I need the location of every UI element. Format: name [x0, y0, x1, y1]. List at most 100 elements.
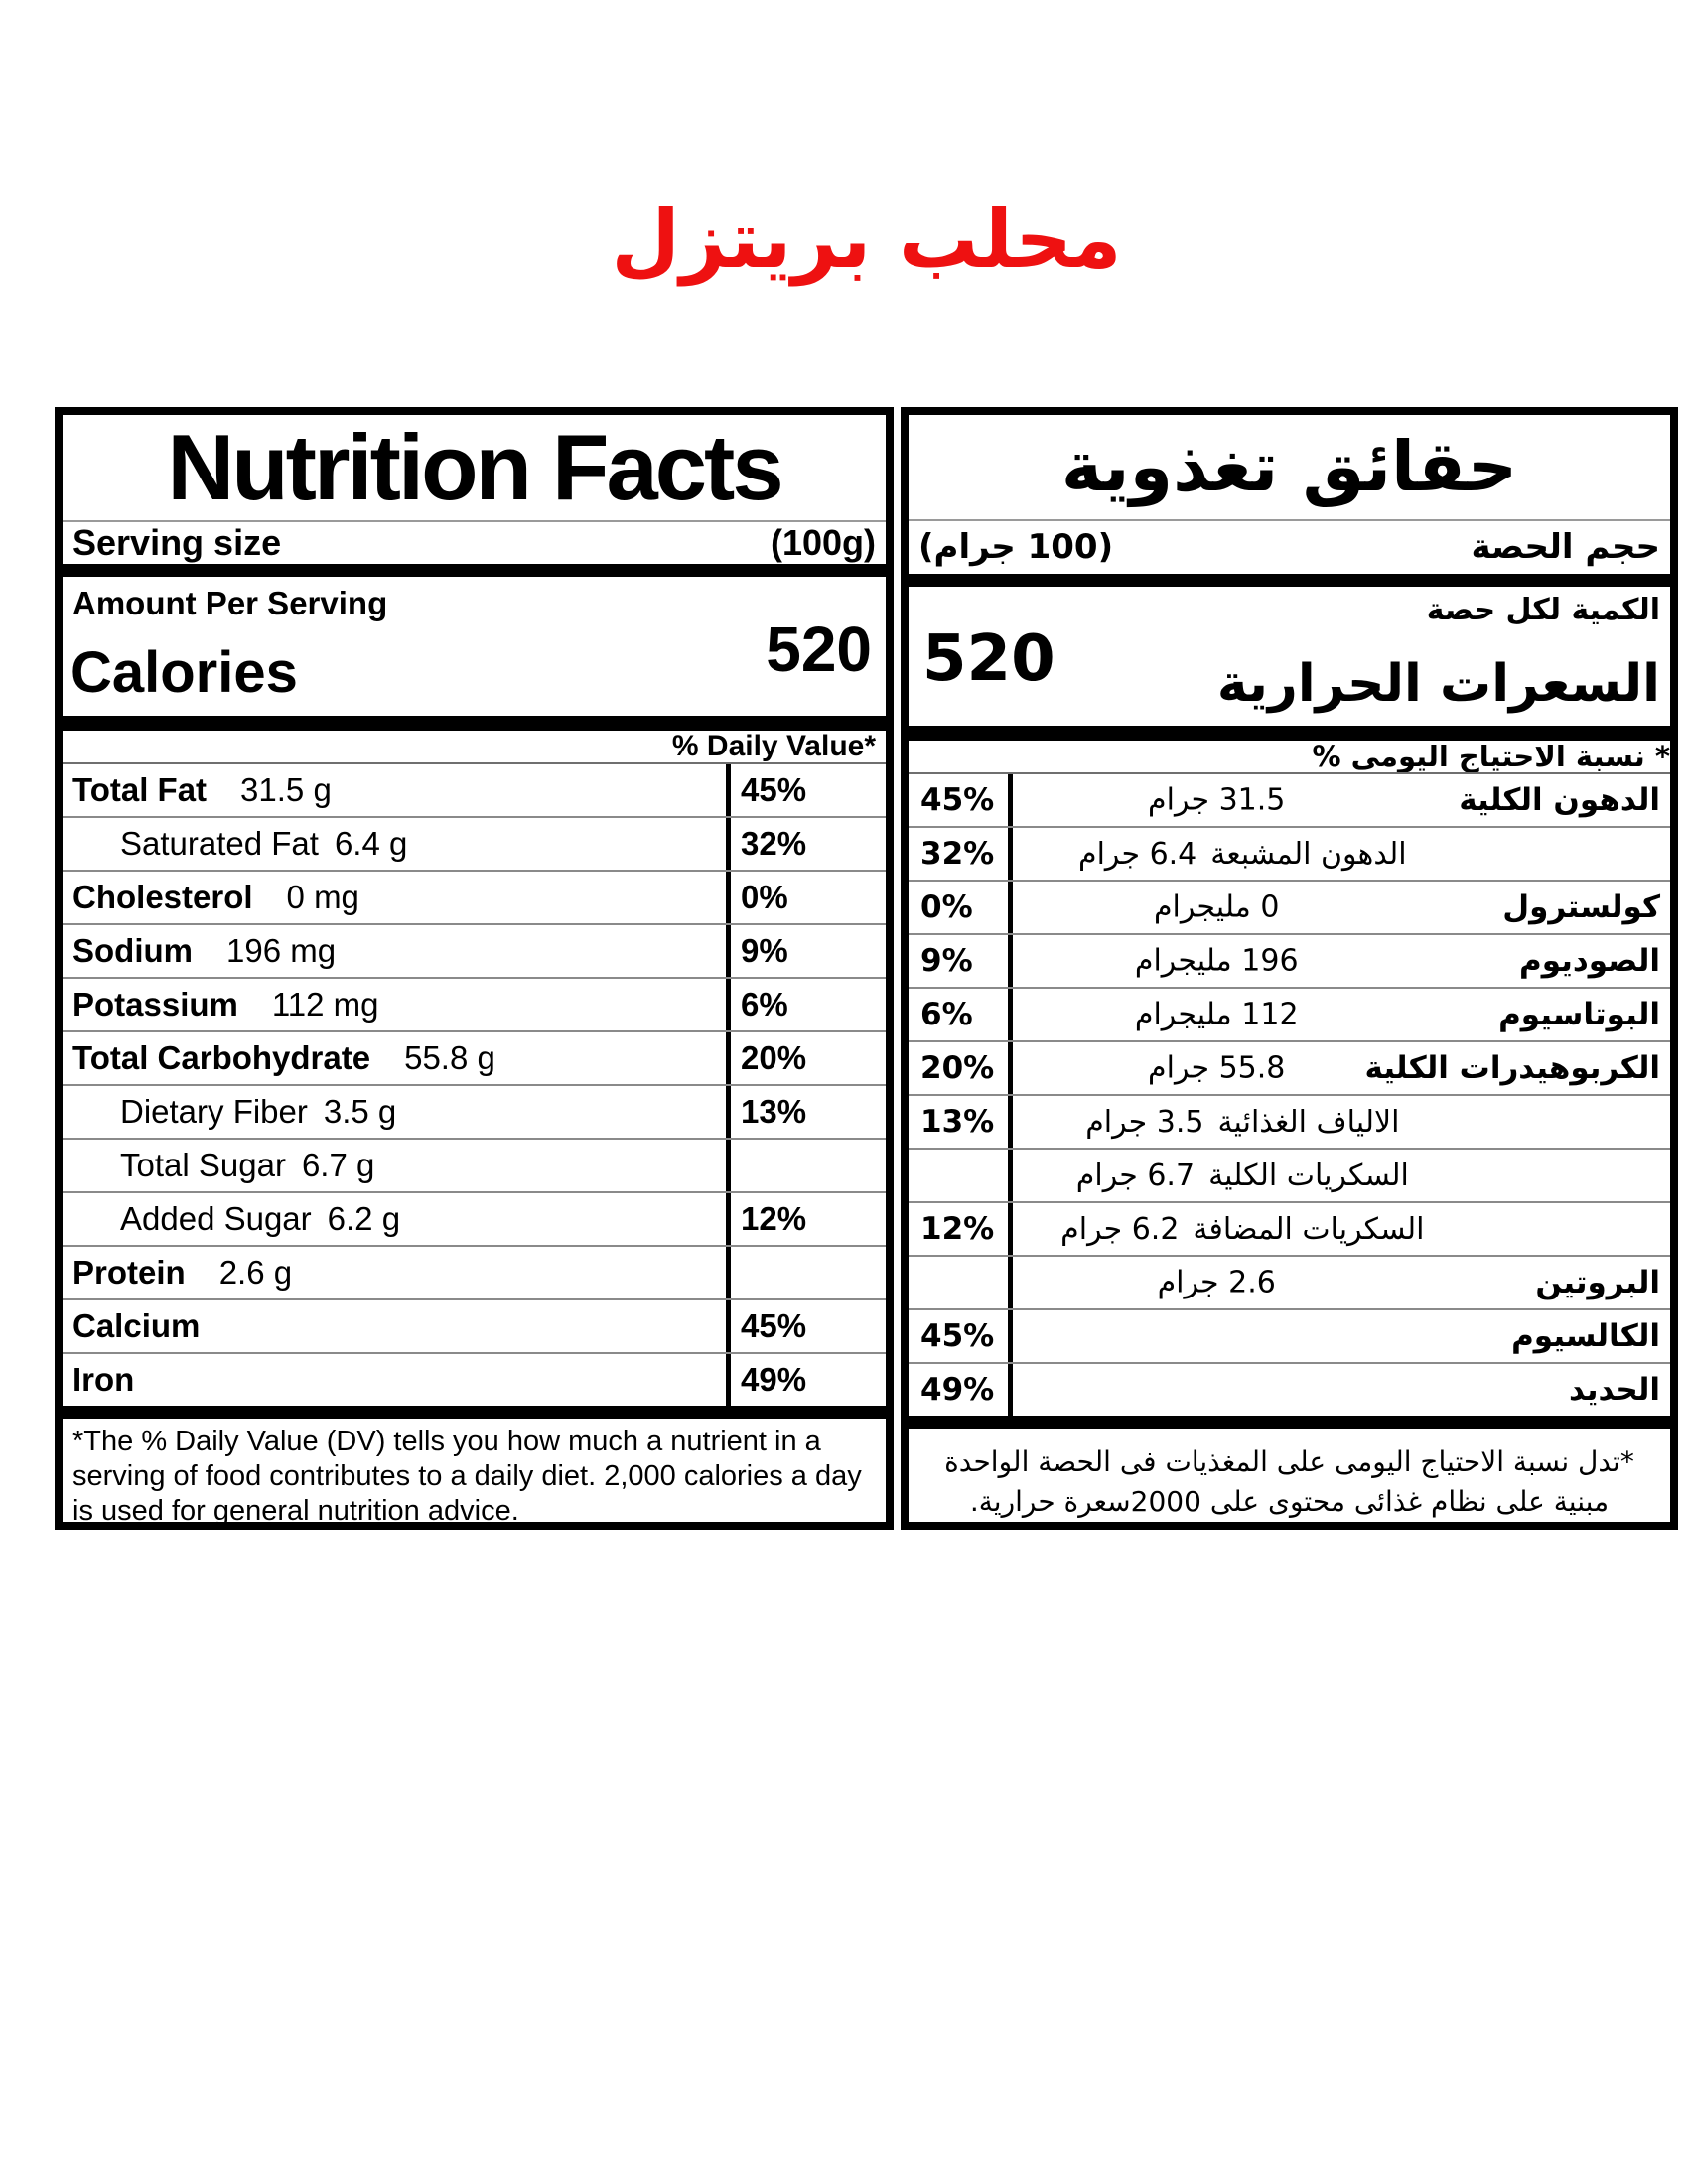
nutrient-label: الصوديوم: [1519, 943, 1660, 979]
nutrient-daily-value: 13%: [726, 1086, 886, 1138]
nutrient-table-arabic: الدهون الكلية 31.5 جرام 45% الدهون المشبع…: [909, 772, 1670, 1416]
amount-per-serving-label: الكمية لكل حصة: [1426, 593, 1660, 627]
nutrient-daily-value: 9%: [726, 925, 886, 977]
nutrient-label: Sodium: [72, 932, 193, 969]
row-saturated-fat: الدهون المشبعة 6.4 جرام 32%: [909, 826, 1670, 880]
row-dietary-fiber: Dietary Fiber 3.5 g 13%: [63, 1084, 886, 1138]
serving-size-row-arabic: حجم الحصة (100 جرام): [909, 521, 1670, 574]
nutrient-amount: 112 mg: [271, 986, 379, 1023]
row-iron: الحديد 49%: [909, 1362, 1670, 1416]
row-sodium: الصوديوم 196 مليجرام 9%: [909, 933, 1670, 987]
row-protein: البروتين 2.6 جرام: [909, 1255, 1670, 1308]
nutrient-label: Potassium: [72, 986, 238, 1023]
calories-value: 520: [922, 622, 1055, 696]
row-cholesterol: Cholesterol 0 mg 0%: [63, 870, 886, 923]
nutrient-label: السكريات المضافة: [1193, 1211, 1425, 1247]
nutrient-label: البروتين: [1535, 1265, 1660, 1300]
nutrient-label: الكالسيوم: [1511, 1318, 1660, 1354]
nutrient-amount: 6.7 جرام: [1075, 1158, 1196, 1193]
nutrient-label: Cholesterol: [72, 879, 253, 915]
nutrient-label: Total Fat: [72, 771, 208, 808]
nutrient-daily-value: 45%: [909, 1310, 1013, 1362]
nutrient-daily-value: 49%: [726, 1354, 886, 1406]
serving-size-value: (100 جرام): [918, 527, 1114, 568]
nutrient-daily-value: 20%: [726, 1032, 886, 1084]
nutrient-table-english: Total Fat 31.5 g 45% Saturated Fat 6.4 g 3…: [63, 762, 886, 1406]
nutrient-label: الحديد: [1568, 1372, 1660, 1408]
nutrient-daily-value: 0%: [726, 872, 886, 923]
nutrition-label: Nutrition Facts Serving size (100g) Amou…: [55, 407, 1678, 1530]
row-total-sugar: السكريات الكلية 6.7 جرام: [909, 1148, 1670, 1201]
footnote-english: *The % Daily Value (DV) tells you how mu…: [72, 1426, 862, 1527]
nutrient-amount: 3.5 g: [323, 1093, 397, 1130]
row-total-carbohydrate: Total Carbohydrate 55.8 g 20%: [63, 1030, 886, 1084]
nutrient-daily-value: 0%: [909, 882, 1013, 933]
nutrient-amount: 112 مليجرام: [1134, 997, 1299, 1032]
nutrient-daily-value: 6%: [909, 989, 1013, 1040]
nutrient-amount: 6.2 g: [327, 1200, 401, 1237]
nutrient-daily-value: [909, 1257, 1013, 1308]
row-total-fat: الدهون الكلية 31.5 جرام 45%: [909, 774, 1670, 826]
panel-title-arabic: حقائق تغذوية: [909, 415, 1670, 521]
nutrient-amount: 2.6 g: [218, 1254, 293, 1291]
calories-label: السعرات الحرارية: [1216, 654, 1660, 714]
nutrition-panel-english: Nutrition Facts Serving size (100g) Amou…: [55, 407, 894, 1530]
nutrient-daily-value: 12%: [909, 1203, 1013, 1255]
row-cholesterol: كولسترول 0 مليجرام 0%: [909, 880, 1670, 933]
nutrient-amount: 196 mg: [226, 932, 337, 969]
nutrient-daily-value: 32%: [909, 828, 1013, 880]
nutrient-amount: 0 مليجرام: [1153, 889, 1280, 925]
serving-size-value: (100g): [770, 522, 876, 563]
nutrient-daily-value: 45%: [726, 1300, 886, 1352]
amount-per-serving-label: Amount Per Serving: [72, 585, 388, 621]
footnote-arabic: *تدل نسبة الاحتياج اليومى على المغذيات ف…: [944, 1445, 1634, 1518]
nutrient-daily-value: 45%: [909, 774, 1013, 826]
nutrient-label: Total Sugar: [120, 1147, 286, 1183]
serving-size-label: Serving size: [72, 522, 282, 563]
nutrient-daily-value: [726, 1247, 886, 1298]
nutrient-label: Iron: [72, 1361, 135, 1398]
nutrient-daily-value: 6%: [726, 979, 886, 1030]
nutrient-label: البوتاسيوم: [1498, 997, 1660, 1032]
daily-value-header-english: % Daily Value*: [671, 730, 876, 762]
nutrient-daily-value: 9%: [909, 935, 1013, 987]
row-added-sugar: السكريات المضافة 6.2 جرام 12%: [909, 1201, 1670, 1255]
nutrient-label: Added Sugar: [120, 1200, 312, 1237]
nutrient-amount: 196 مليجرام: [1134, 943, 1299, 979]
calories-block-arabic: الكمية لكل حصة السعرات الحرارية 520: [909, 587, 1670, 726]
nutrient-daily-value: [909, 1150, 1013, 1201]
nutrient-amount: 0 mg: [286, 879, 359, 915]
nutrient-daily-value: 49%: [909, 1364, 1013, 1416]
row-calcium: الكالسيوم 45%: [909, 1308, 1670, 1362]
nutrient-daily-value: 13%: [909, 1096, 1013, 1148]
nutrient-label: الكربوهيدرات الكلية: [1364, 1050, 1660, 1086]
nutrition-panel-arabic: حقائق تغذوية حجم الحصة (100 جرام) الكمية…: [901, 407, 1678, 1530]
nutrient-daily-value: 12%: [726, 1193, 886, 1245]
row-dietary-fiber: الالياف الغذائية 3.5 جرام 13%: [909, 1094, 1670, 1148]
row-added-sugar: Added Sugar 6.2 g 12%: [63, 1191, 886, 1245]
nutrient-daily-value: 45%: [726, 764, 886, 816]
row-saturated-fat: Saturated Fat 6.4 g 32%: [63, 816, 886, 870]
nutrient-amount: 6.2 جرام: [1060, 1211, 1180, 1247]
row-total-sugar: Total Sugar 6.7 g: [63, 1138, 886, 1191]
section-divider-bar: [909, 726, 1670, 741]
nutrient-daily-value: [726, 1140, 886, 1191]
nutrient-amount: 6.4 جرام: [1078, 836, 1197, 872]
serving-size-label: حجم الحصة: [1471, 527, 1660, 568]
section-divider-bar: [63, 564, 886, 577]
nutrient-label: Dietary Fiber: [120, 1093, 308, 1130]
row-calcium: Calcium 45%: [63, 1298, 886, 1352]
row-protein: Protein 2.6 g: [63, 1245, 886, 1298]
nutrient-amount: 55.8 g: [404, 1039, 495, 1076]
panel-title-english: Nutrition Facts: [63, 415, 886, 522]
row-total-carbohydrate: الكربوهيدرات الكلية 55.8 جرام 20%: [909, 1040, 1670, 1094]
nutrient-label: كولسترول: [1502, 889, 1660, 925]
row-potassium: البوتاسيوم 112 مليجرام 6%: [909, 987, 1670, 1040]
row-sodium: Sodium 196 mg 9%: [63, 923, 886, 977]
row-total-fat: Total Fat 31.5 g 45%: [63, 764, 886, 816]
calories-label: Calories: [70, 640, 298, 705]
nutrient-amount: 6.7 g: [301, 1147, 375, 1183]
daily-value-header-arabic: * نسبة الاحتياج اليومى %: [1312, 740, 1670, 773]
nutrient-daily-value: 20%: [909, 1042, 1013, 1094]
